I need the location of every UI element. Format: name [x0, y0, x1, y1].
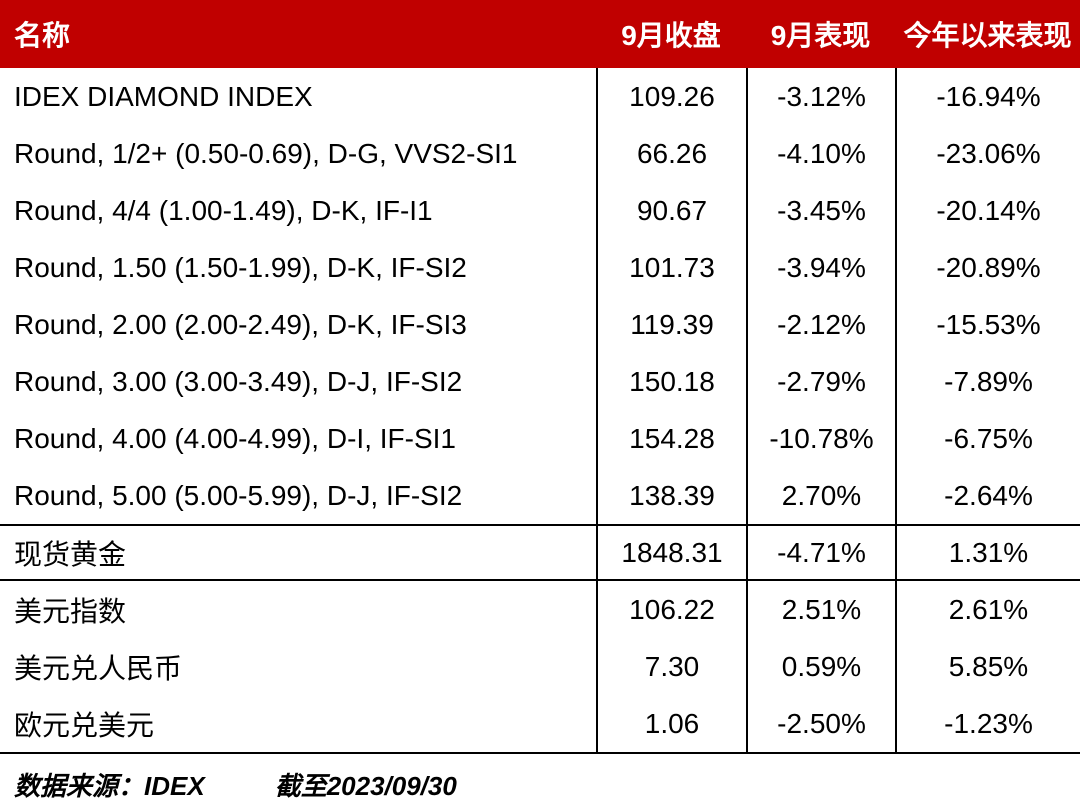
header-ytd-performance-column: 今年以来表现 — [903, 20, 1072, 51]
header-september-close-column: 9月收盘 — [621, 20, 721, 51]
row-close-cell: 7.30 — [596, 638, 746, 695]
data-source-label: 数据来源：IDEX — [14, 771, 205, 801]
row-month-performance-cell: -2.12% — [746, 296, 895, 353]
row-name-cell: 欧元兑美元 — [14, 709, 155, 741]
table-row: Round, 3.00 (3.00-3.49), D-J, IF-SI2 150.… — [0, 353, 1080, 410]
row-ytd-performance-cell: -23.06% — [895, 125, 1080, 182]
row-name-cell: Round, 3.00 (3.00-3.49), D-J, IF-SI2 — [14, 365, 463, 397]
table-row: Round, 4.00 (4.00-4.99), D-I, IF-SI1 154.… — [0, 410, 1080, 467]
row-close-cell: 119.39 — [596, 296, 746, 353]
row-name-cell: 现货黄金 — [14, 538, 127, 570]
row-ytd-performance-cell: -16.94% — [895, 68, 1080, 125]
table-row: Round, 4/4 (1.00-1.49), D-K, IF-I1 90.67-… — [0, 182, 1080, 239]
row-month-performance-cell: 0.59% — [746, 638, 895, 695]
row-month-performance-cell: -3.12% — [746, 68, 895, 125]
row-ytd-performance-cell: -20.89% — [895, 239, 1080, 296]
row-month-performance-cell: 2.70% — [746, 467, 895, 524]
table-row: Round, 5.00 (5.00-5.99), D-J, IF-SI2 138.… — [0, 467, 1080, 524]
row-ytd-performance-cell: 2.61% — [895, 581, 1080, 638]
row-close-cell: 106.22 — [596, 581, 746, 638]
table-row: 现货黄金 1848.31 -4.71% 1.31% — [0, 526, 1080, 579]
table-row: 美元兑人民币 7.30 0.59% 5.85% — [0, 638, 1080, 695]
table-section: 美元指数 106.22 2.51% 2.61% 美元兑人民币 7.30 0.59% 5.85%… — [0, 581, 1080, 752]
row-month-performance-cell: -3.45% — [746, 182, 895, 239]
table-body: IDEX DIAMOND INDEX 109.26 -3.12% -16.94% Rou… — [0, 68, 1080, 754]
row-close-cell: 150.18 — [596, 353, 746, 410]
row-ytd-performance-cell: -2.64% — [895, 467, 1080, 524]
row-month-performance-cell: -10.78% — [746, 410, 895, 467]
row-close-cell: 1.06 — [596, 695, 746, 752]
row-month-performance-cell: -2.79% — [746, 353, 895, 410]
row-ytd-performance-cell: 5.85% — [895, 638, 1080, 695]
row-ytd-performance-cell: -6.75% — [895, 410, 1080, 467]
row-close-cell: 154.28 — [596, 410, 746, 467]
table-row: IDEX DIAMOND INDEX 109.26 -3.12% -16.94% — [0, 68, 1080, 125]
row-name-cell: Round, 4.00 (4.00-4.99), D-I, IF-SI1 — [14, 422, 456, 454]
table-row: 美元指数 106.22 2.51% 2.61% — [0, 581, 1080, 638]
row-close-cell: 90.67 — [596, 182, 746, 239]
table-footnote: 数据来源：IDEX 截至2023/09/30 — [0, 754, 1080, 803]
row-name-cell: 美元兑人民币 — [14, 652, 183, 684]
header-september-performance-column: 9月表现 — [770, 20, 871, 51]
table-row: Round, 1/2+ (0.50-0.69), D-G, VVS2-SI1 66… — [0, 125, 1080, 182]
table-row: Round, 1.50 (1.50-1.99), D-K, IF-SI2 101.… — [0, 239, 1080, 296]
row-close-cell: 66.26 — [596, 125, 746, 182]
row-name-cell: Round, 1.50 (1.50-1.99), D-K, IF-SI2 — [14, 251, 467, 283]
row-month-performance-cell: -3.94% — [746, 239, 895, 296]
row-close-cell: 1848.31 — [596, 526, 746, 579]
row-month-performance-cell: -4.10% — [746, 125, 895, 182]
table-section: 现货黄金 1848.31 -4.71% 1.31% — [0, 524, 1080, 581]
row-close-cell: 101.73 — [596, 239, 746, 296]
row-ytd-performance-cell: -20.14% — [895, 182, 1080, 239]
row-name-cell: Round, 4/4 (1.00-1.49), D-K, IF-I1 — [14, 194, 433, 226]
row-ytd-performance-cell: -7.89% — [895, 353, 1080, 410]
row-name-cell: Round, 2.00 (2.00-2.49), D-K, IF-SI3 — [14, 308, 467, 340]
row-name-cell: 美元指数 — [14, 595, 127, 627]
row-month-performance-cell: -4.71% — [746, 526, 895, 579]
as-of-date-label: 截至2023/09/30 — [274, 771, 457, 801]
table-row: Round, 2.00 (2.00-2.49), D-K, IF-SI3 119.… — [0, 296, 1080, 353]
row-ytd-performance-cell: 1.31% — [895, 526, 1080, 579]
row-ytd-performance-cell: -15.53% — [895, 296, 1080, 353]
row-ytd-performance-cell: -1.23% — [895, 695, 1080, 752]
table-header: 名称 9月收盘 9月表现 今年以来表现 — [0, 0, 1080, 68]
row-close-cell: 138.39 — [596, 467, 746, 524]
row-month-performance-cell: -2.50% — [746, 695, 895, 752]
header-name-column: 名称 — [14, 20, 71, 51]
row-close-cell: 109.26 — [596, 68, 746, 125]
row-month-performance-cell: 2.51% — [746, 581, 895, 638]
table-section: IDEX DIAMOND INDEX 109.26 -3.12% -16.94% Rou… — [0, 68, 1080, 524]
row-name-cell: IDEX DIAMOND INDEX — [14, 80, 313, 112]
table-row: 欧元兑美元 1.06 -2.50% -1.23% — [0, 695, 1080, 752]
row-name-cell: Round, 1/2+ (0.50-0.69), D-G, VVS2-SI1 — [14, 137, 518, 169]
row-name-cell: Round, 5.00 (5.00-5.99), D-J, IF-SI2 — [14, 479, 463, 511]
